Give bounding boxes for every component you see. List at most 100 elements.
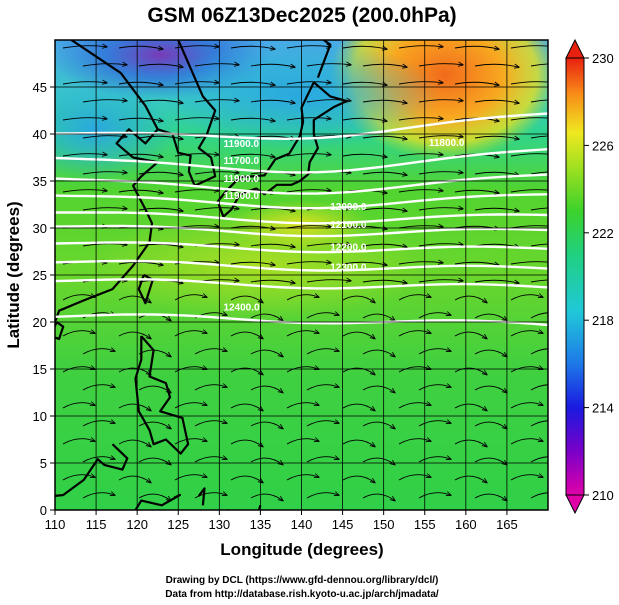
- streamline: [118, 154, 163, 157]
- colorbar-tick-label: 218: [592, 313, 614, 328]
- streamline: [418, 457, 451, 463]
- coastline: [197, 487, 206, 506]
- streamline: [510, 367, 543, 373]
- streamline: [398, 82, 443, 84]
- streamline: [250, 385, 283, 393]
- streamline: [286, 262, 331, 264]
- coastline: [216, 81, 348, 218]
- streamline: [82, 457, 115, 463]
- streamline: [530, 456, 548, 463]
- x-axis-ticks: 110 115 120 125 130 135 140 145 150 155 160 165: [45, 510, 518, 532]
- streamline: [118, 331, 151, 339]
- streamline: [174, 46, 219, 48]
- streamline: [418, 100, 463, 102]
- y-axis-label: Latitude (degrees): [4, 201, 23, 348]
- streamline: [454, 475, 487, 483]
- streamline: [194, 172, 239, 174]
- streamline: [194, 100, 239, 102]
- streamline: [62, 46, 107, 48]
- streamline: [418, 349, 451, 355]
- colorbar-top-arrow: [565, 38, 585, 59]
- colorbar-tick-label: 226: [592, 138, 614, 153]
- streamline: [454, 403, 487, 411]
- streamline: [530, 207, 548, 211]
- streamline: [454, 262, 499, 265]
- streamline: [474, 208, 519, 211]
- streamline: [174, 367, 207, 373]
- contour-label: 12300.0: [330, 262, 367, 273]
- streamline: [138, 493, 171, 501]
- colorbar-tick-label: 230: [592, 51, 614, 66]
- streamline: [286, 190, 331, 192]
- streamline: [510, 117, 548, 121]
- y-tick-label: 15: [33, 362, 47, 377]
- streamline: [454, 295, 487, 303]
- streamline: [474, 64, 519, 67]
- x-tick-label: 115: [86, 517, 107, 532]
- streamline: [510, 45, 548, 49]
- streamline: [62, 439, 95, 445]
- streamline: [118, 439, 151, 447]
- streamline: [454, 46, 499, 49]
- streamline: [82, 208, 127, 210]
- streamline: [138, 172, 183, 175]
- colorbar: 210 214 218 222 226 230: [565, 38, 614, 515]
- x-tick-label: 150: [373, 517, 395, 532]
- streamline: [418, 280, 463, 282]
- gridlines: [55, 40, 548, 510]
- streamline: [362, 493, 395, 501]
- streamline: [510, 331, 543, 337]
- streamline: [118, 190, 163, 193]
- streamline: [474, 493, 507, 501]
- contour-label: 11800.0: [429, 138, 465, 149]
- streamline: [250, 280, 295, 283]
- streamline: [62, 403, 95, 409]
- streamline: [306, 493, 339, 499]
- streamline: [118, 403, 151, 411]
- x-tick-label: 125: [167, 517, 189, 532]
- streamline: [250, 244, 295, 247]
- streamline: [510, 189, 548, 193]
- y-tick-label: 10: [33, 409, 47, 424]
- streamline: [62, 82, 107, 84]
- x-axis-label: Longitude (degrees): [220, 540, 383, 559]
- streamline: [474, 385, 507, 393]
- streamline: [342, 403, 375, 411]
- coastline: [316, 40, 332, 78]
- streamline: [250, 349, 283, 357]
- streamline: [362, 172, 407, 175]
- streamline: [362, 136, 407, 139]
- streamline: [398, 331, 431, 337]
- streamline: [454, 331, 487, 339]
- streamline: [174, 475, 207, 481]
- streamline: [194, 64, 239, 66]
- streamline: [362, 64, 407, 67]
- contour-label: 11900.0: [223, 139, 259, 150]
- streamline: [474, 280, 519, 283]
- streamline: [530, 99, 548, 103]
- coastline: [55, 443, 129, 497]
- x-tick-label: 130: [208, 517, 230, 532]
- streamline: [474, 136, 519, 139]
- streamline: [138, 64, 183, 67]
- x-tick-label: 110: [45, 517, 66, 532]
- streamline: [194, 493, 227, 499]
- streamline: [418, 385, 451, 391]
- streamline: [194, 457, 227, 463]
- streamline: [454, 82, 499, 85]
- coastline: [55, 321, 65, 340]
- y-tick-label: 30: [33, 221, 47, 236]
- streamline: [530, 243, 548, 247]
- streamline: [474, 421, 507, 429]
- streamline: [418, 421, 451, 427]
- streamline: [174, 331, 207, 337]
- streamline: [230, 262, 275, 265]
- streamline: [362, 208, 407, 211]
- streamline: [398, 439, 431, 445]
- streamline: [474, 313, 507, 321]
- y-tick-label: 20: [33, 315, 47, 330]
- streamline: [174, 403, 207, 409]
- streamline: [174, 118, 219, 120]
- streamline: [250, 313, 283, 321]
- streamline: [174, 439, 207, 445]
